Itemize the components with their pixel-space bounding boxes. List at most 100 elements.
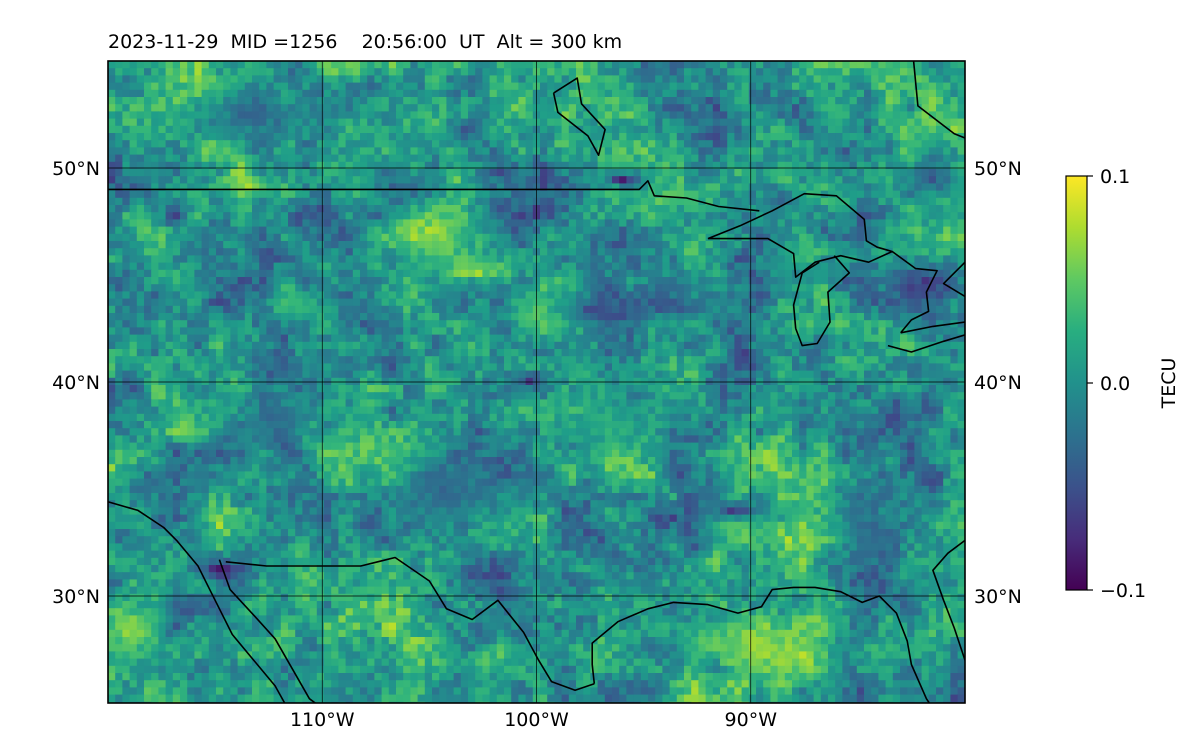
heat-cell <box>684 104 692 112</box>
heat-cell <box>705 255 714 264</box>
heat-cell <box>518 154 527 163</box>
heat-cell <box>295 255 303 264</box>
heat-cell <box>439 212 447 220</box>
heat-cell <box>691 298 699 307</box>
heat-cell <box>648 75 656 84</box>
heat-cell <box>770 277 779 285</box>
heat-cell <box>568 197 577 206</box>
heat-cell <box>259 75 267 84</box>
heat-cell <box>669 241 678 249</box>
heat-cell <box>950 169 959 177</box>
heat-cell <box>129 305 138 314</box>
heat-cell <box>180 125 188 134</box>
heat-cell <box>799 125 807 134</box>
heat-cell <box>648 154 656 163</box>
heat-cell <box>338 104 347 112</box>
heat-cell <box>756 255 764 264</box>
heat-cell <box>266 125 275 134</box>
heat-cell <box>280 197 289 206</box>
heat-cell <box>547 241 555 249</box>
heat-cell <box>813 269 822 278</box>
heat-cell <box>136 334 145 343</box>
heat-cell <box>201 133 210 141</box>
heat-cell <box>396 349 404 357</box>
heat-cell <box>345 197 354 206</box>
heat-cell <box>921 111 930 120</box>
heat-cell <box>871 305 879 314</box>
heat-cell <box>799 291 807 300</box>
heat-cell <box>244 68 253 76</box>
heat-cell <box>352 61 361 69</box>
heat-cell <box>662 161 671 170</box>
heat-cell <box>907 104 915 112</box>
heat-cell <box>410 341 419 350</box>
heat-cell <box>216 341 224 350</box>
heat-cell <box>892 320 901 328</box>
heat-cell <box>460 75 469 84</box>
heat-cell <box>324 327 332 336</box>
heat-cell <box>280 104 289 112</box>
heat-cell <box>612 205 620 213</box>
heat-cell <box>230 219 239 228</box>
heat-cell <box>799 327 807 336</box>
heat-cell <box>352 190 361 199</box>
heat-cell <box>158 176 167 184</box>
heat-cell <box>799 248 807 256</box>
heat-cell <box>115 349 123 357</box>
heat-cell <box>504 154 512 163</box>
heat-cell <box>698 262 707 271</box>
heat-cell <box>583 356 591 364</box>
heat-cell <box>576 356 584 364</box>
heat-cell <box>331 277 339 285</box>
heat-cell <box>626 118 635 127</box>
heat-cell <box>316 219 325 228</box>
heat-cell <box>892 205 901 213</box>
heat-cell <box>244 262 253 271</box>
heat-cell <box>720 269 728 278</box>
heat-cell <box>302 255 311 264</box>
heat-cell <box>388 89 397 98</box>
heat-cell <box>612 89 620 98</box>
heat-cell <box>136 197 145 206</box>
heat-cell <box>741 341 750 350</box>
heat-cell <box>496 205 505 213</box>
heat-cell <box>439 154 447 163</box>
heat-cell <box>410 147 419 156</box>
heat-cell <box>252 327 260 336</box>
heat-cell <box>216 327 224 336</box>
heat-cell <box>396 183 404 192</box>
heat-cell <box>151 183 159 192</box>
heat-cell <box>568 161 577 170</box>
heat-cell <box>489 219 498 228</box>
heat-cell <box>907 82 915 91</box>
heat-cell <box>921 349 930 357</box>
heat-cell <box>252 197 260 206</box>
heat-cell <box>338 82 347 91</box>
heat-cell <box>741 176 750 184</box>
heat-cell <box>597 147 606 156</box>
heat-cell <box>165 161 174 170</box>
heat-cell <box>612 169 620 177</box>
heat-cell <box>280 327 289 336</box>
heat-cell <box>828 125 836 134</box>
heat-cell <box>417 349 426 357</box>
heat-cell <box>936 212 944 220</box>
heat-cell <box>547 147 555 156</box>
heat-cell <box>108 248 116 256</box>
heat-cell <box>885 161 894 170</box>
heat-cell <box>417 190 426 199</box>
heat-cell <box>568 61 577 69</box>
heat-cell <box>194 176 203 184</box>
heat-cell <box>633 89 642 98</box>
heat-cell <box>756 111 764 120</box>
heat-cell <box>900 154 908 163</box>
heat-cell <box>338 248 347 256</box>
heat-cell <box>799 154 807 163</box>
heat-cell <box>302 82 311 91</box>
heat-cell <box>511 212 519 220</box>
heat-cell <box>187 269 195 278</box>
heat-cell <box>331 61 339 69</box>
heat-cell <box>115 341 123 350</box>
heat-cell <box>172 125 181 134</box>
heat-cell <box>669 284 678 292</box>
